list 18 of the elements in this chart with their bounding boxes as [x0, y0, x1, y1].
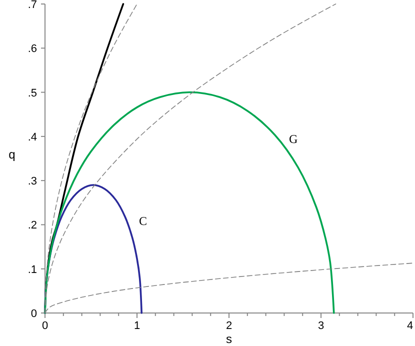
y-tick-label: .2 — [28, 220, 37, 232]
x-tick-label: 1 — [134, 320, 140, 332]
y-tick-label: .4 — [28, 131, 37, 144]
y-tick-label: .5 — [28, 87, 37, 100]
series-label: C — [139, 214, 148, 228]
x-tick-label: 0 — [42, 320, 48, 332]
y-axis-title: q — [8, 148, 16, 162]
x-tick-label: 3 — [318, 320, 324, 332]
series-label: G — [289, 132, 298, 146]
y-tick-label: .1 — [28, 264, 37, 276]
x-tick-label: 4 — [406, 320, 414, 332]
y-tick-label: 0 — [30, 308, 37, 320]
x-tick-label: 2 — [226, 320, 232, 332]
y-tick-label: .3 — [28, 176, 37, 188]
y-tick-label: .6 — [28, 43, 37, 56]
x-axis-title: s — [226, 332, 232, 346]
y-tick-label: .7 — [28, 0, 37, 11]
line-series — [44, 91, 335, 314]
